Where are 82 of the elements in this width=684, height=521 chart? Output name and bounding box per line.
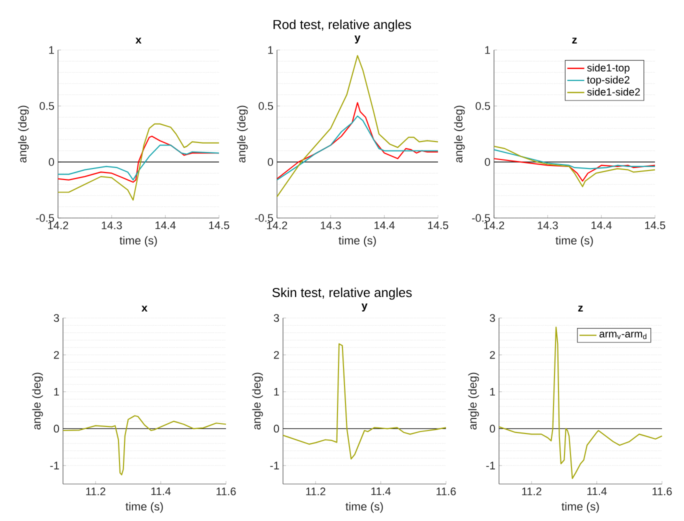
x-tick-label: 14.4 [155, 222, 176, 230]
chart-title: y [362, 303, 368, 312]
x-tick-label: 11.2 [306, 488, 326, 496]
y-axis-title: angle (deg) [454, 106, 465, 162]
y-axis-title: angle (deg) [252, 372, 263, 430]
y-tick-label: 0 [54, 424, 60, 433]
y-tick-label: 3 [274, 314, 279, 322]
x-tick-label: 14.3 [538, 222, 558, 230]
chart-title: x [136, 38, 142, 44]
y-tick-label: 0 [268, 158, 274, 166]
chart-title: y [354, 35, 360, 44]
y-tick-label: 2 [490, 351, 495, 359]
line-series [493, 149, 656, 170]
y-tick-label: -0.5 [255, 214, 274, 222]
x-tick-label: 11.4 [371, 488, 391, 496]
text: Rod test, relative angles [274, 20, 411, 32]
y-tick-label: 0 [48, 158, 54, 166]
y-tick-label: 0.5 [40, 102, 54, 110]
y-tick-label: -1 [486, 462, 495, 470]
y-axis-title: angle (deg) [468, 372, 479, 430]
x-tick-label: 14.4 [592, 222, 612, 230]
x-tick-label: 14.5 [428, 222, 448, 230]
y-tick-label: 0.5 [258, 102, 274, 110]
x-axis-title: time (s) [338, 236, 376, 247]
line-series [57, 144, 220, 180]
x-tick-label: 14.2 [267, 222, 288, 230]
y-tick-label: 1 [268, 46, 273, 54]
legend-label: side1-top [587, 64, 630, 74]
y-axis-title: angle (deg) [18, 106, 29, 162]
y-axis-title: angle (deg) [237, 106, 248, 162]
y-tick-label: 3 [490, 314, 495, 322]
chart-title: x [142, 306, 148, 312]
y-tick-label: 0 [484, 158, 490, 166]
y-tick-label: 1 [490, 388, 495, 396]
line-series [276, 116, 439, 180]
x-tick-label: 14.5 [209, 222, 230, 230]
legend-label: side1-side2 [587, 88, 640, 96]
y-tick-label: -1 [270, 462, 279, 470]
line-series [276, 102, 439, 180]
x-tick-label: 11.6 [216, 488, 236, 496]
y-tick-label: -0.5 [36, 214, 54, 222]
y-tick-label: -0.5 [472, 214, 490, 222]
x-tick-label: 14.3 [102, 222, 122, 230]
legend-label: top-side2 [587, 76, 630, 86]
line-series [62, 415, 227, 476]
x-tick-label: 11.6 [436, 488, 456, 496]
y-axis-title: angle (deg) [32, 372, 43, 430]
line-series [282, 343, 447, 460]
legend-label: arm$_{v}$-arm$_{d}$ [600, 332, 646, 340]
line-series [276, 55, 439, 198]
x-axis-title: time (s) [562, 502, 599, 513]
y-tick-label: 3 [54, 314, 59, 322]
y-tick-label: 1 [274, 388, 279, 396]
x-tick-label: 11.6 [652, 488, 672, 496]
y-tick-label: 2 [54, 351, 59, 359]
x-tick-label: 11.2 [522, 488, 542, 496]
y-tick-label: 2 [274, 351, 279, 359]
x-tick-label: 11.4 [151, 488, 171, 496]
x-axis-title: time (s) [120, 236, 157, 247]
x-tick-label: 14.2 [48, 222, 68, 230]
y-tick-label: 1 [485, 46, 490, 54]
x-axis-title: time (s) [556, 236, 593, 247]
y-tick-label: 1 [49, 46, 54, 54]
x-tick-label: 11.2 [86, 488, 106, 496]
x-tick-label: 14.3 [320, 222, 341, 230]
y-tick-label: 0 [274, 424, 280, 433]
x-tick-label: 14.4 [374, 222, 395, 230]
chart-title: z [572, 38, 577, 44]
x-axis-title: time (s) [126, 502, 163, 513]
x-tick-label: 11.4 [587, 488, 607, 496]
x-tick-label: 14.2 [484, 222, 504, 230]
y-tick-label: -1 [50, 462, 59, 470]
line-series [57, 123, 220, 201]
chart-title: z [578, 306, 583, 312]
line-series [498, 326, 663, 480]
line-series [493, 146, 656, 188]
x-tick-label: 14.5 [645, 222, 666, 230]
y-tick-label: 0.5 [476, 102, 490, 110]
y-tick-label: 0 [490, 424, 496, 433]
x-axis-title: time (s) [346, 502, 383, 513]
text: Skin test, relative angles [272, 288, 412, 300]
y-tick-label: 1 [54, 388, 59, 396]
